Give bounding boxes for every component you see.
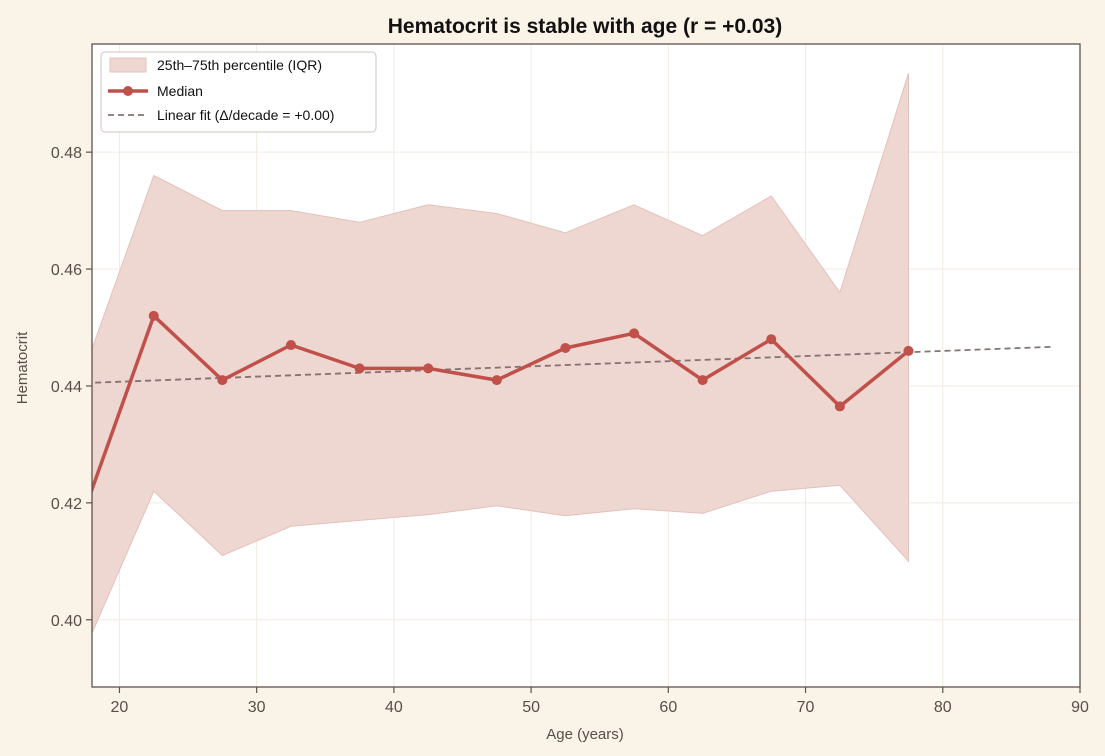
x-tick-label: 30	[248, 699, 266, 716]
y-axis-ticks: 0.40 0.42 0.44 0.46 0.48	[51, 145, 92, 630]
median-point	[491, 375, 502, 386]
legend-box	[100, 51, 377, 133]
x-axis-ticks: 20 30 40 50 60 70 80 90	[111, 687, 1089, 716]
legend: 25th–75th percentile (IQR) Median Linear…	[100, 51, 377, 133]
iqr-band	[92, 73, 909, 635]
median-point	[697, 375, 708, 386]
legend-fit-label: Linear fit (Δ/decade = +0.00)	[157, 107, 334, 123]
y-tick-label: 0.48	[51, 145, 82, 162]
median-point	[217, 375, 228, 386]
median-point	[903, 345, 914, 356]
median-point	[834, 401, 845, 412]
y-axis-label: Hematocrit	[14, 331, 31, 404]
median-points	[148, 310, 914, 412]
x-tick-label: 60	[659, 699, 677, 716]
x-tick-label: 20	[111, 699, 129, 716]
x-tick-label: 80	[934, 699, 952, 716]
median-point	[766, 334, 777, 345]
y-tick-label: 0.44	[51, 379, 82, 396]
y-tick-label: 0.42	[51, 496, 82, 513]
median-point	[423, 363, 434, 374]
x-tick-label: 40	[385, 699, 403, 716]
y-tick-label: 0.46	[51, 262, 82, 279]
legend-median-marker	[123, 86, 133, 96]
median-point	[354, 363, 365, 374]
chart-title: Hematocrit is stable with age (r = +0.03…	[388, 15, 782, 38]
legend-band-swatch	[109, 57, 147, 73]
median-point	[285, 340, 296, 351]
median-point	[560, 342, 571, 353]
plot-frame	[91, 43, 1081, 688]
median-point	[148, 310, 159, 321]
median-point	[629, 328, 640, 339]
linear-fit-line	[92, 345, 1053, 384]
x-tick-label: 50	[522, 699, 540, 716]
x-axis-label: Age (years)	[546, 726, 624, 743]
y-tick-label: 0.40	[51, 613, 82, 630]
legend-median-label: Median	[157, 83, 203, 99]
x-tick-label: 70	[797, 699, 815, 716]
legend-band-label: 25th–75th percentile (IQR)	[157, 57, 322, 73]
x-tick-label: 90	[1071, 699, 1089, 716]
